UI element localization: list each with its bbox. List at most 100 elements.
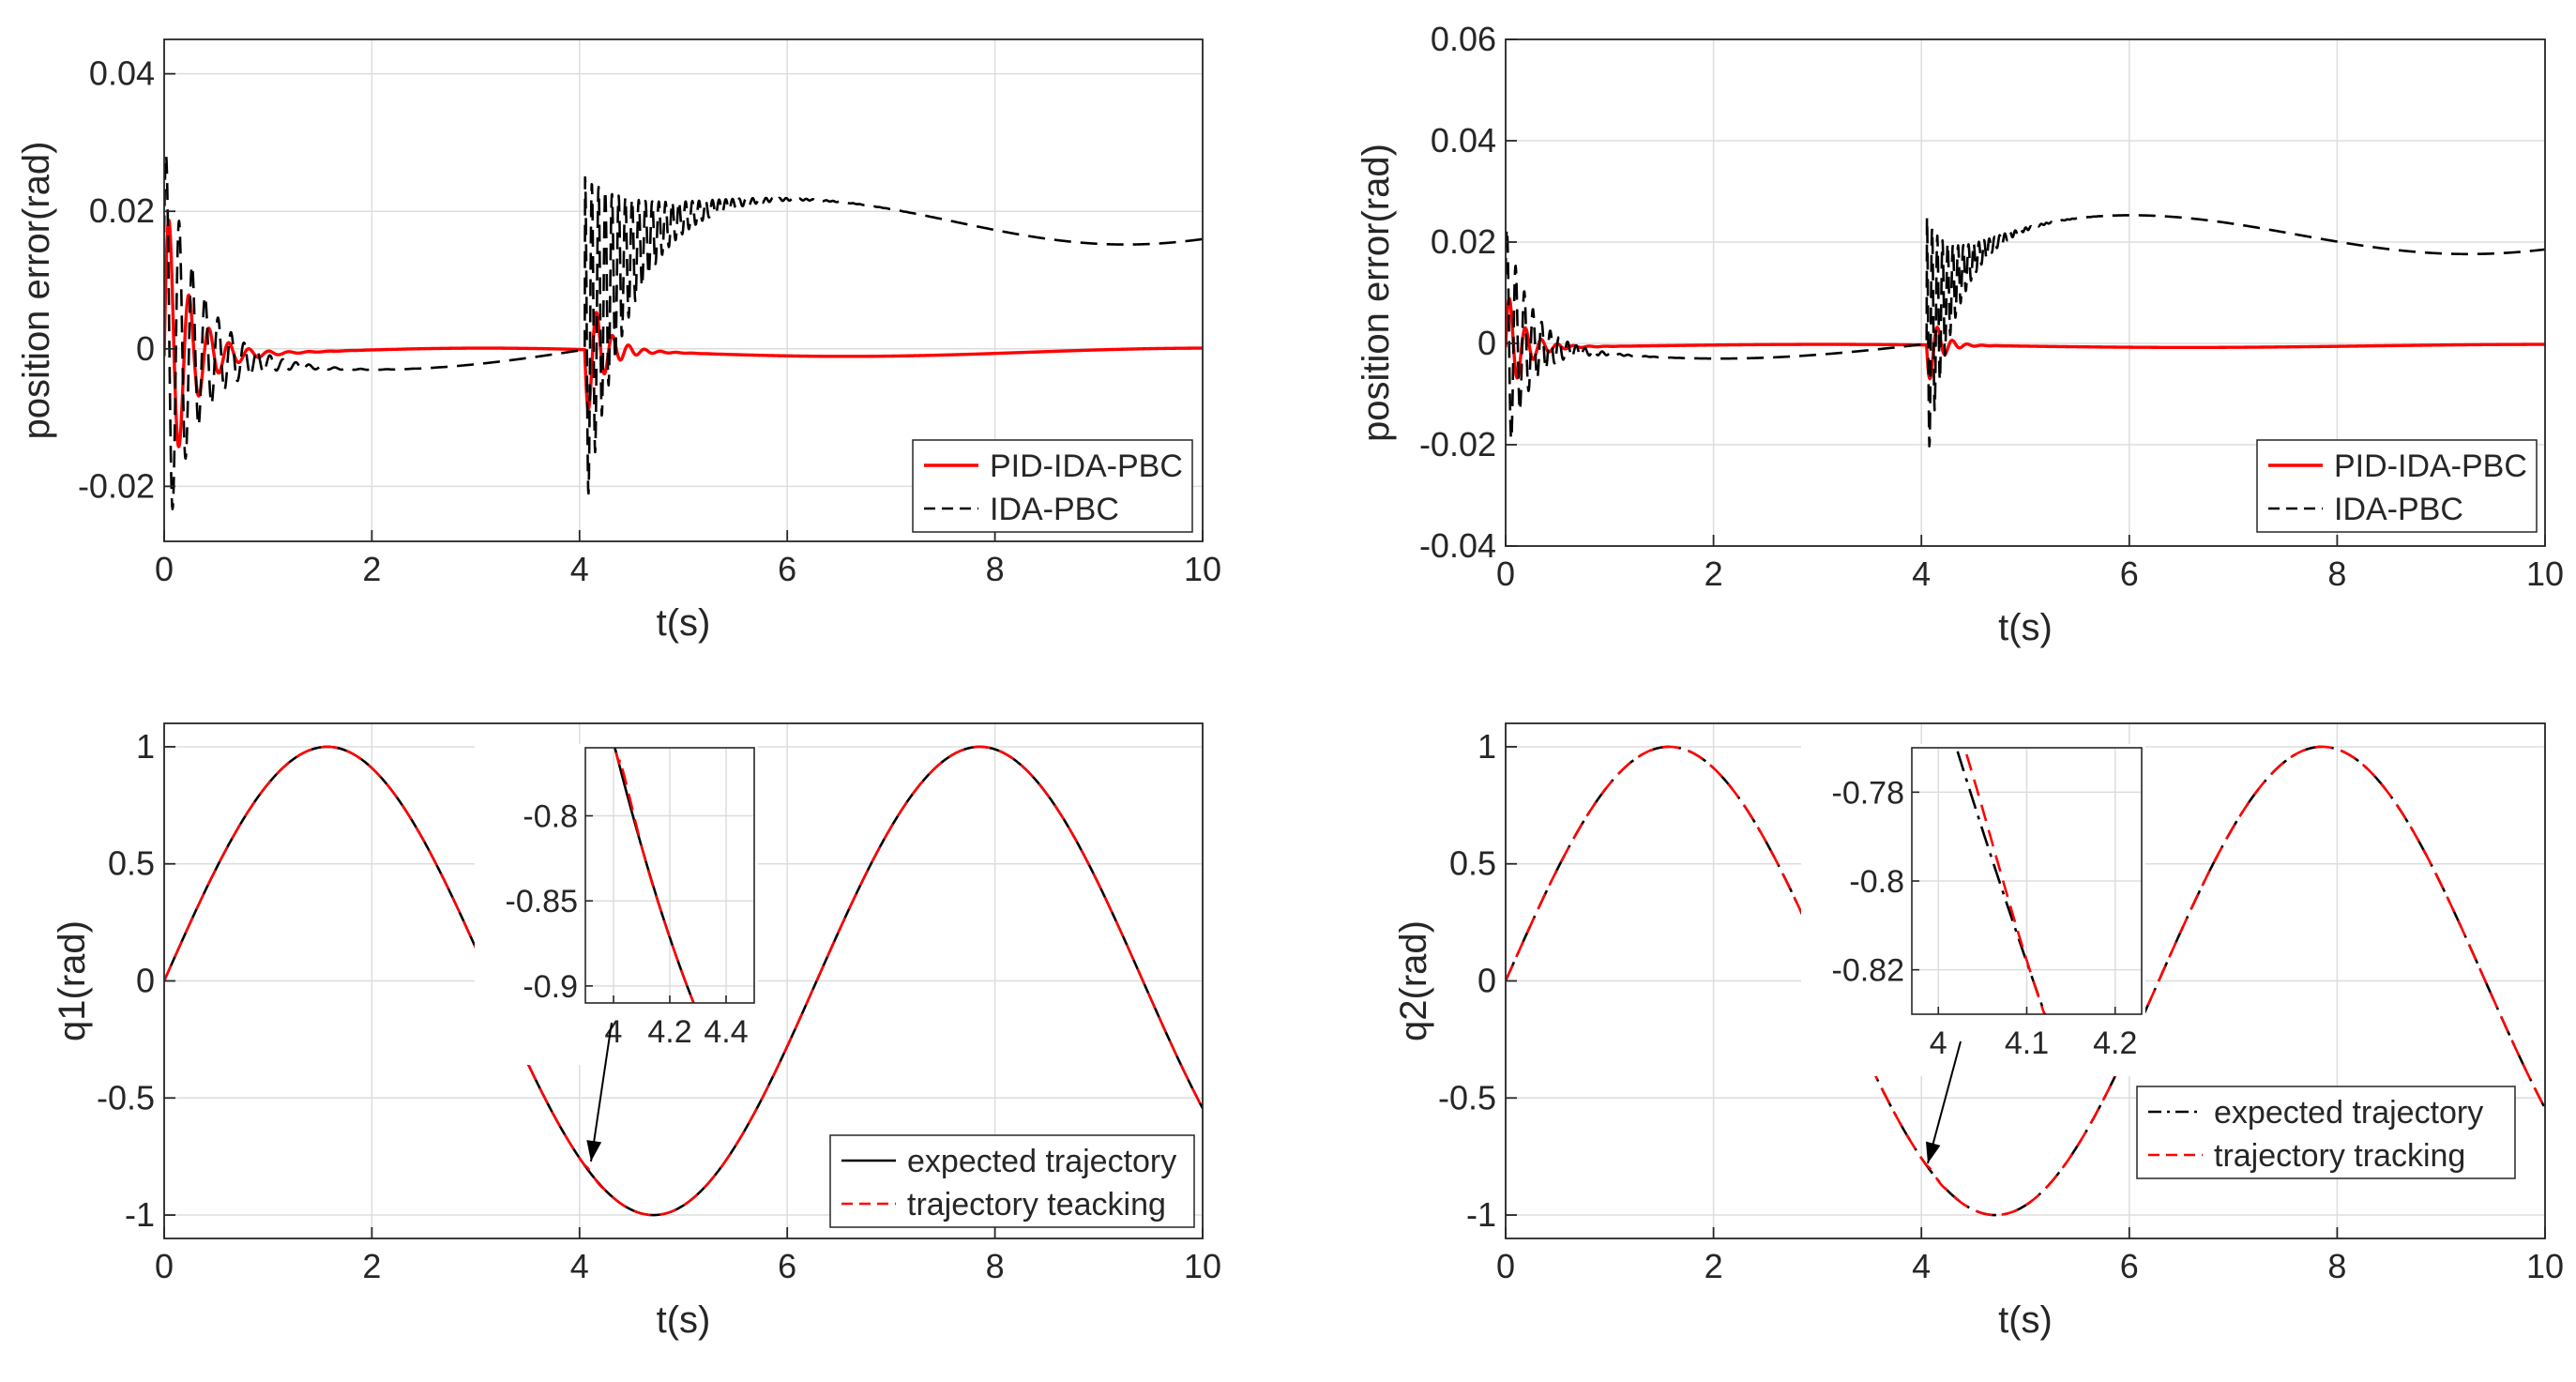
x-tick-label: 0 — [155, 1247, 174, 1285]
series-line-trajectory-tracking — [1506, 745, 2545, 1217]
inset-x-tick-label: 4 — [605, 1014, 623, 1050]
inset-series-group — [1955, 748, 2047, 1014]
series-line-pid-ida-pbc — [1506, 296, 2545, 381]
legend-label: trajectory teacking — [907, 1187, 1166, 1223]
x-tick-label: 0 — [1496, 1247, 1515, 1285]
inset-y-tick-label: -0.8 — [523, 799, 578, 835]
x-tick-label: 2 — [1705, 554, 1723, 593]
x-tick-label: 0 — [1496, 554, 1515, 593]
chart-panel-1: 0 2 4 6 8 10 -0.02 0 0.02 0.04 t(s) position error(… — [16, 38, 1221, 644]
y-tick-label: -0.02 — [1419, 425, 1496, 463]
inset-y-tick-label: -0.78 — [1832, 775, 1905, 811]
x-tick-label: 6 — [778, 550, 796, 588]
legend-label: expected trajectory — [907, 1144, 1176, 1179]
x-tick-label: 4 — [570, 1247, 589, 1285]
zoom-inset: 4 4.1 4.2 -0.78 -0.8 -0.82 — [1801, 744, 2145, 1076]
x-tick-label: 8 — [986, 1247, 1005, 1285]
series-group — [164, 154, 1203, 510]
x-tick-label: 8 — [986, 550, 1005, 588]
x-tick-label: 2 — [362, 550, 381, 588]
y-tick-label: 0.04 — [89, 54, 155, 93]
series-line-ida-pbc — [1506, 214, 2545, 448]
series-group — [164, 745, 1203, 1217]
inset-x-tick-label: 4.1 — [2005, 1025, 2049, 1061]
x-axis-label: t(s) — [657, 1299, 711, 1341]
inset-y-tick-label: -0.8 — [1849, 864, 1904, 900]
x-tick-label: 4 — [570, 550, 589, 588]
y-tick-label: 0 — [136, 962, 155, 1000]
legend-box — [2256, 439, 2538, 533]
legend-box — [2136, 1086, 2516, 1179]
inset-y-tick-label: -0.9 — [523, 969, 578, 1005]
y-tick-label: 0.02 — [89, 191, 155, 230]
zoom-inset: 4 4.2 4.4 -0.8 -0.85 -0.9 — [475, 744, 758, 1065]
y-tick-label: 0.06 — [1431, 20, 1496, 58]
inset-y-tick-label: -0.85 — [506, 884, 579, 919]
y-tick-label: 0 — [136, 329, 155, 368]
series-group — [1506, 745, 2545, 1217]
legend-box — [829, 1134, 1195, 1228]
y-tick-label: -0.02 — [78, 466, 155, 505]
y-tick-label: 0 — [1477, 324, 1496, 362]
inset-series-line — [1962, 748, 2046, 1014]
x-tick-label: 10 — [1184, 550, 1221, 588]
y-axis-label: q1(rad) — [52, 920, 93, 1041]
x-tick-label: 10 — [2526, 1247, 2564, 1285]
y-axis-label: q2(rad) — [1393, 920, 1434, 1041]
series-group — [1506, 214, 2545, 448]
legend-box — [912, 439, 1193, 533]
x-tick-label: 6 — [2120, 554, 2139, 593]
legend-label: IDA-PBC — [990, 492, 1119, 527]
x-tick-label: 4 — [1912, 1247, 1931, 1285]
legend-label: PID-IDA-PBC — [990, 448, 1183, 484]
y-tick-label: 1 — [136, 727, 155, 766]
zoom-arrow-line — [590, 1022, 613, 1162]
chart-panel-4: 0 2 4 6 8 10 -1 -0.5 0 0.5 1 t(s) q2(rad) 4 4.1 4.2 -0.7… — [1393, 722, 2564, 1341]
x-tick-label: 8 — [2327, 554, 2346, 593]
axes-frame — [163, 38, 1204, 542]
y-tick-label: -1 — [125, 1195, 155, 1234]
x-tick-label: 10 — [2526, 554, 2564, 593]
x-tick-label: 6 — [778, 1247, 796, 1285]
inset-x-tick-label: 4.2 — [647, 1014, 691, 1050]
inset-x-tick-label: 4.4 — [704, 1014, 748, 1050]
chart-panel-2: 0 2 4 6 8 10 -0.04 -0.02 0 0.02 0.04 0.06 t(s) positi… — [1356, 20, 2564, 648]
y-tick-label: 0 — [1477, 962, 1496, 1000]
y-axis-label: position error(rad) — [16, 142, 57, 440]
legend-label: PID-IDA-PBC — [2334, 448, 2527, 484]
inset-y-tick-label: -0.82 — [1832, 953, 1905, 989]
zoom-arrow-line — [1927, 1040, 1962, 1164]
x-tick-label: 6 — [2120, 1247, 2139, 1285]
zoom-arrow-head — [586, 1140, 602, 1162]
legend-label: expected trajectory — [2214, 1095, 2483, 1131]
x-axis-label: t(s) — [1998, 607, 2053, 648]
y-tick-label: 1 — [1477, 727, 1496, 766]
series-line-ida-pbc — [164, 154, 1203, 510]
y-tick-label: -0.5 — [1438, 1078, 1496, 1116]
y-tick-label: -0.04 — [1419, 526, 1496, 565]
legend: expected trajectory trajectory tracking — [2136, 1086, 2516, 1179]
axes-frame — [1505, 38, 2546, 547]
y-tick-label: 0.5 — [108, 844, 155, 883]
series-line-pid-ida-pbc — [164, 218, 1203, 448]
x-tick-label: 2 — [362, 1247, 381, 1285]
x-axis-label: t(s) — [657, 602, 711, 644]
y-tick-label: 0.04 — [1431, 121, 1496, 159]
inset-series-group — [614, 748, 695, 1003]
inset-series-line — [614, 748, 695, 1003]
legend: PID-IDA-PBC IDA-PBC — [912, 439, 1193, 533]
chart-panel-3: 0 2 4 6 8 10 -1 -0.5 0 0.5 1 t(s) q1(rad) 4 4.2 4.4 -0.8… — [52, 722, 1221, 1341]
series-line-trajectory-teacking — [164, 745, 1203, 1217]
inset-x-tick-label: 4 — [1930, 1025, 1947, 1061]
legend-label: IDA-PBC — [2334, 492, 2463, 527]
x-tick-label: 4 — [1912, 554, 1931, 593]
legend-label: trajectory tracking — [2214, 1138, 2465, 1174]
y-axis-label: position error(rad) — [1356, 144, 1397, 442]
legend: PID-IDA-PBC IDA-PBC — [2256, 439, 2538, 533]
y-tick-label: 0.5 — [1449, 844, 1496, 883]
y-tick-label: 0.02 — [1431, 222, 1496, 261]
y-tick-label: -1 — [1466, 1195, 1496, 1234]
legend: expected trajectory trajectory teacking — [829, 1134, 1195, 1228]
x-tick-label: 2 — [1705, 1247, 1723, 1285]
